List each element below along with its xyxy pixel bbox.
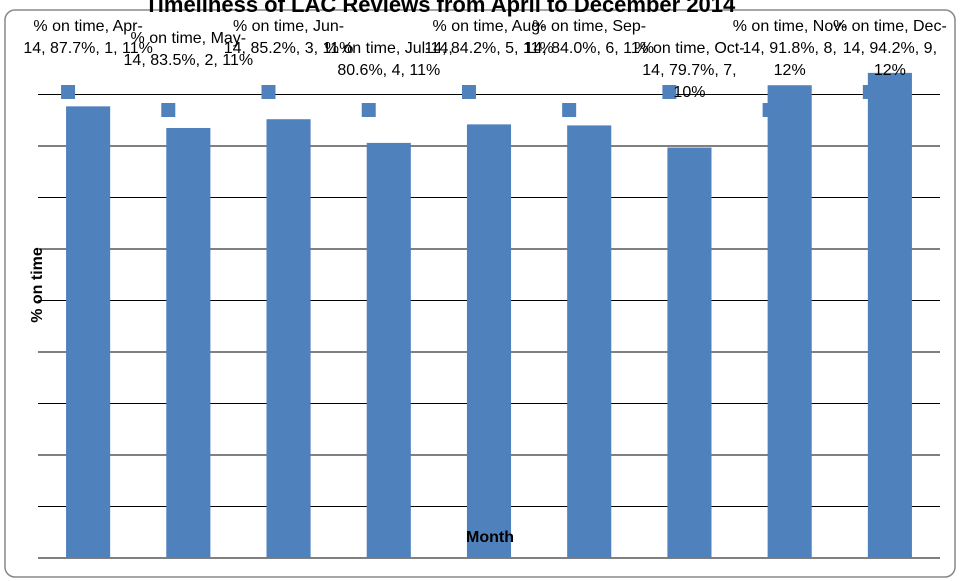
data-label: % on time, Nov-14, 91.8%, 8, 12% xyxy=(732,18,847,79)
data-label: % on time, Dec-14, 94.2%, 9, 12% xyxy=(832,18,947,79)
data-label: % on time, Oct-14, 79.7%, 7, 10% xyxy=(634,40,745,101)
label-key xyxy=(361,103,376,117)
label-key xyxy=(762,103,777,117)
data-label: % on time, Sep-14, 84.0%, 6, 11% xyxy=(524,18,654,57)
data-label: % on time, Jul-14, 80.6%, 4, 11% xyxy=(324,40,453,79)
data-label: % on time, Jun-14, 85.2%, 3, 11% xyxy=(223,18,354,57)
x-axis-label: Month xyxy=(466,529,514,546)
bar xyxy=(567,125,612,559)
bar xyxy=(867,72,912,559)
bar xyxy=(166,127,211,558)
bar xyxy=(767,85,812,558)
y-axis-label: % on time xyxy=(29,247,46,323)
data-label: % on time, Aug-14, 84.2%, 5, 11% xyxy=(424,18,554,57)
label-key xyxy=(862,85,877,99)
label-key xyxy=(261,85,276,99)
data-label: % on time, May-14, 83.5%, 2, 11% xyxy=(123,30,254,69)
bar xyxy=(66,106,111,558)
label-key xyxy=(61,85,76,99)
data-label: % on time, Apr-14, 87.7%, 1, 11% xyxy=(23,18,153,57)
label-key xyxy=(461,85,476,99)
bar xyxy=(667,147,712,559)
label-key xyxy=(662,85,677,99)
bars xyxy=(66,72,912,559)
label-key xyxy=(562,103,577,117)
chart-title: Timeliness of LAC Reviews from April to … xyxy=(145,0,736,17)
bar xyxy=(466,124,512,559)
label-key xyxy=(161,103,176,117)
bar xyxy=(366,142,411,558)
bar xyxy=(266,119,311,558)
